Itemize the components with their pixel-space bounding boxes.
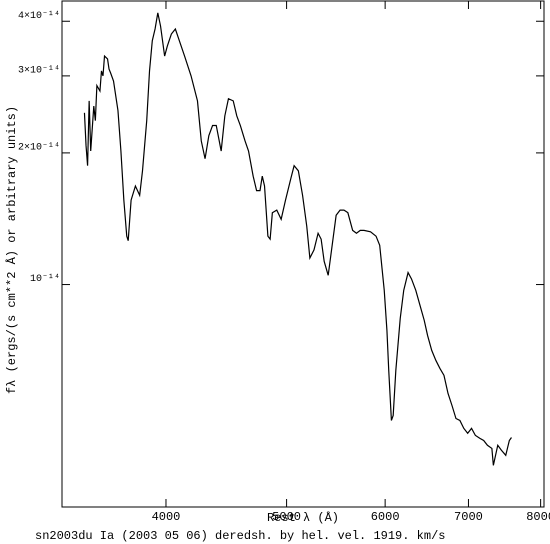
x-tick-label: 6000	[371, 510, 400, 524]
y-axis-label: fλ (ergs/(s cm**2 Å) or arbitrary units)	[4, 106, 19, 394]
y-tick-label: 3×10⁻¹⁴	[18, 65, 60, 77]
x-tick-label: 7000	[454, 510, 483, 524]
y-tick-label: 2×10⁻¹⁴	[18, 142, 60, 154]
y-tick-label: 10⁻¹⁴	[30, 273, 60, 285]
x-tick-label: 8000	[526, 510, 550, 524]
x-tick-label: 5000	[272, 510, 301, 524]
plot-frame	[61, 0, 545, 508]
spectrum-line	[83, 12, 512, 466]
y-tick-label: 4×10⁻¹⁴	[18, 10, 60, 22]
x-axis-label: Rest λ (Å)	[267, 510, 339, 525]
x-tick-label: 4000	[152, 510, 181, 524]
caption: sn2003du Ia (2003 05 06) deredsh. by hel…	[35, 529, 445, 543]
